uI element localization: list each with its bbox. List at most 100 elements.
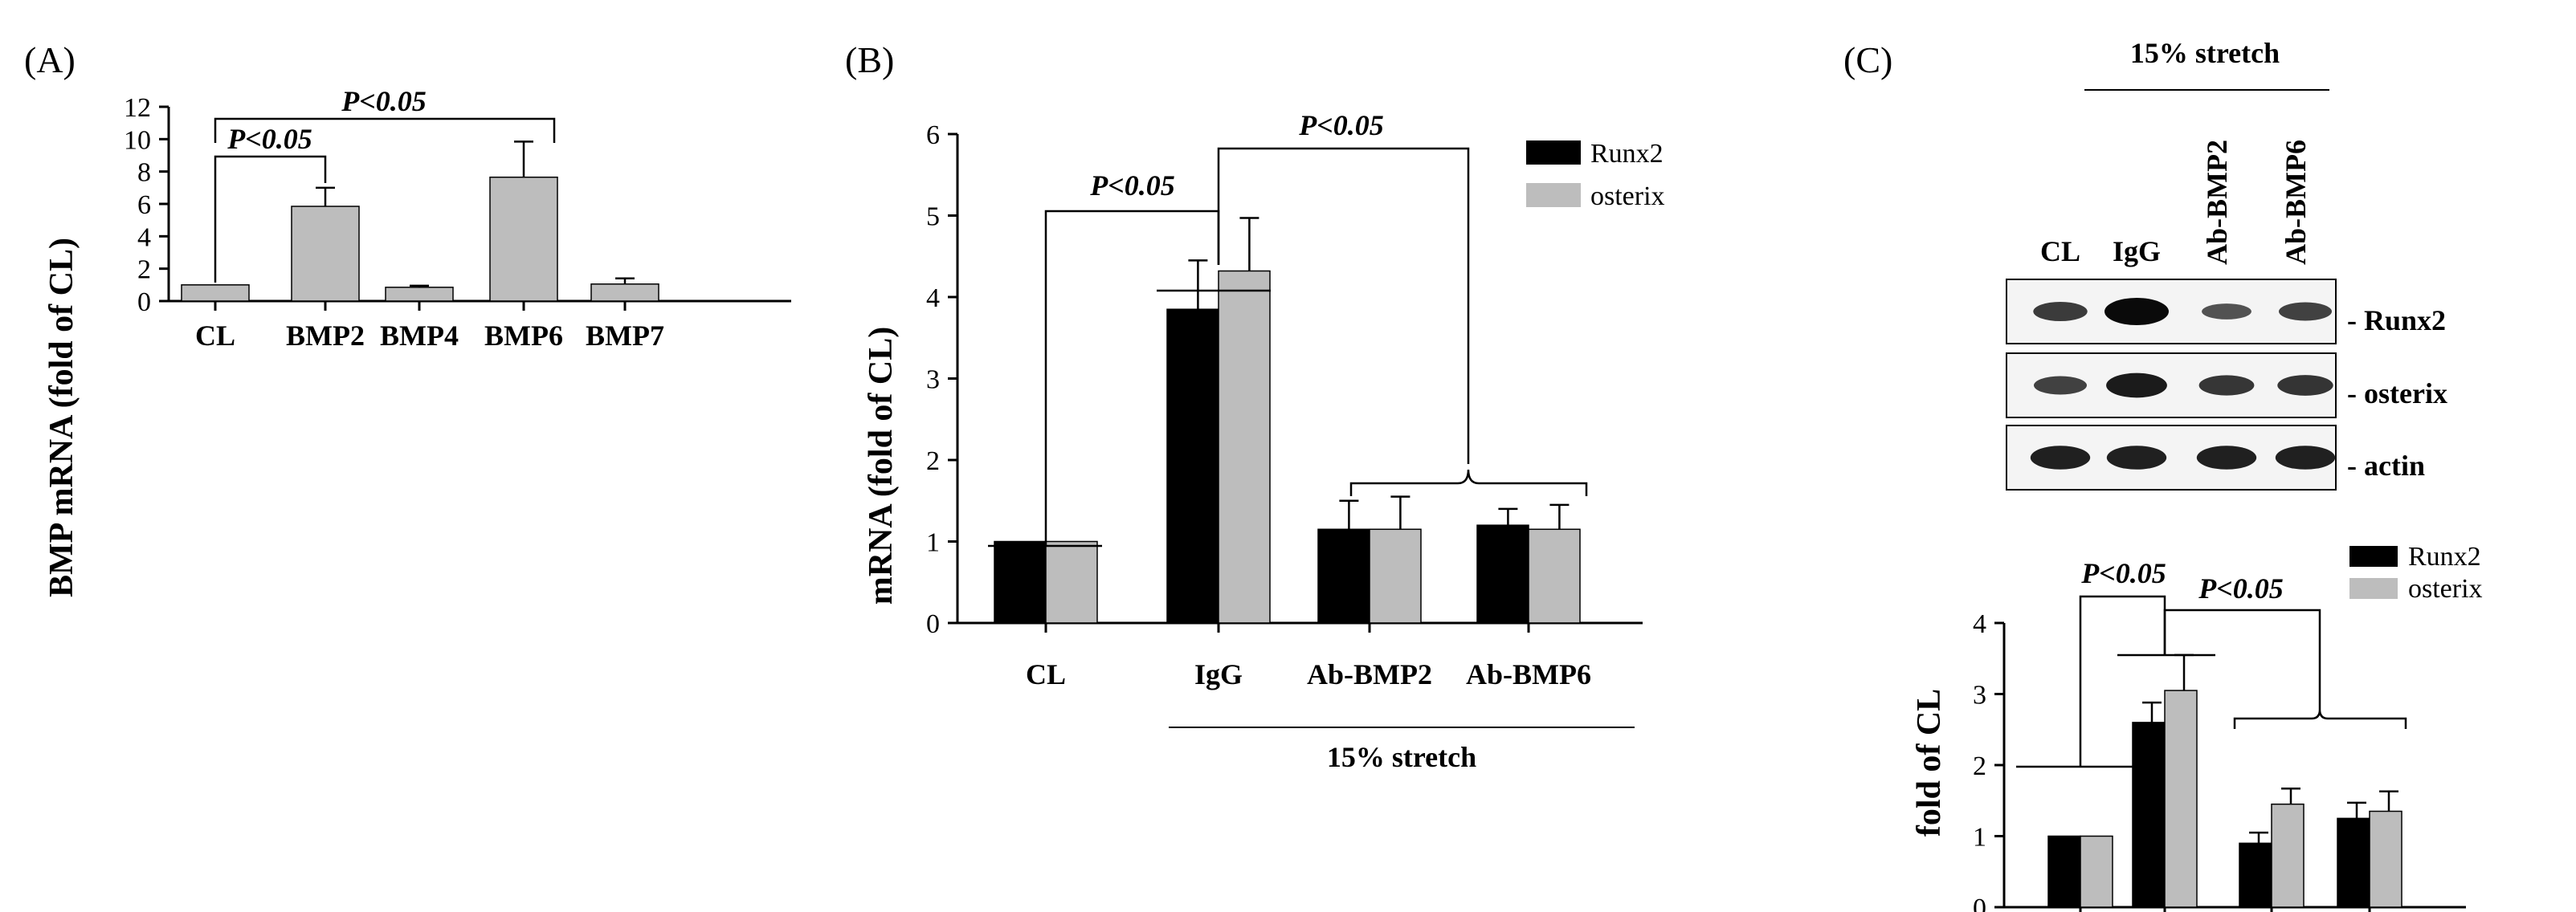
y-tick-label: 1: [926, 528, 940, 558]
y-tick-label: 8: [137, 158, 151, 188]
y-tick-label: 0: [1973, 894, 1986, 912]
panel-b-ylabel: mRNA (fold of CL): [863, 327, 900, 605]
bar: [2369, 810, 2402, 908]
legend-c-runx2-label: Runx2: [2408, 542, 2481, 572]
panel-a-ylabel: BMP mRNA (fold of CL): [43, 238, 80, 597]
western-blot: [2006, 279, 2337, 491]
bar: [1476, 524, 1529, 624]
blot-lane-cl: CL: [2040, 235, 2080, 267]
legend-c-osterix-swatch: [2349, 578, 2398, 599]
significance-bracket: [214, 155, 327, 283]
x-tick-label: BMP6: [484, 320, 563, 352]
x-tick-label: BMP2: [286, 320, 365, 352]
blot-row-actin-label: - actin: [2347, 450, 2425, 482]
y-tick-label: 3: [1973, 681, 1986, 710]
blot-header: 15% stretch: [2130, 37, 2280, 69]
legend-b-osterix-label: osterix: [1590, 181, 1665, 211]
blot-row-osterix-label: - osterix: [2347, 377, 2447, 409]
y-tick-label: 0: [137, 287, 151, 317]
legend-b-runx2-label: Runx2: [1590, 139, 1664, 169]
bar: [2239, 842, 2272, 908]
x-tick-label: BMP7: [586, 320, 664, 352]
y-tick-label: 4: [137, 222, 151, 252]
y-tick-label: 2: [137, 255, 151, 285]
legend-c-osterix-label: osterix: [2408, 574, 2483, 604]
blot-band: [2104, 298, 2169, 325]
x-tick-label: Ab-BMP2: [1307, 658, 1432, 690]
y-tick-label: 12: [124, 93, 151, 123]
y-tick-label: 10: [124, 125, 151, 155]
blot-band: [2198, 375, 2255, 396]
bar: [1166, 308, 1219, 624]
significance-label: P<0.05: [2080, 557, 2166, 589]
blot-band: [2279, 302, 2332, 321]
blot-band: [2202, 303, 2251, 320]
bar: [590, 283, 659, 302]
bar: [489, 176, 558, 302]
bar: [2080, 835, 2113, 908]
significance-bracket: [2163, 609, 2321, 710]
panel-c-label: (C): [1843, 39, 1892, 80]
bar: [385, 287, 454, 302]
blot-row-runx2-label: - Runx2: [2347, 304, 2446, 336]
significance-bracket: [214, 117, 556, 143]
significance-label: P<0.05: [2198, 572, 2284, 605]
y-tick-label: 5: [926, 202, 940, 232]
x-tick-label: CL: [1026, 658, 1066, 690]
y-tick-label: 4: [926, 283, 940, 313]
bar: [181, 284, 250, 302]
panel-c-ylabel: fold of CL: [1911, 689, 1948, 837]
x-tick-label: IgG: [1194, 658, 1243, 690]
bar: [291, 206, 360, 302]
legend-b-runx2-swatch: [1526, 140, 1581, 165]
bar: [994, 540, 1047, 624]
bar: [2164, 690, 2198, 908]
y-tick-label: 2: [926, 446, 940, 476]
panel-b-chart: 0 1 2 3 4 5 6 CL IgG Ab-BMP2 Ab-BMP6 P<0.05 P<0.05: [926, 109, 1643, 690]
blot-lane-ab-bmp2: Ab-BMP2: [2201, 140, 2233, 265]
significance-label: P<0.05: [227, 123, 312, 155]
significance-bracket: [1217, 147, 1470, 464]
bar: [1317, 528, 1370, 624]
x-tick-label: Ab-BMP6: [1466, 658, 1591, 690]
bar: [1045, 540, 1098, 624]
significance-label: P<0.05: [1298, 109, 1384, 141]
group-brace: [1349, 469, 1588, 496]
blot-band: [2034, 376, 2087, 395]
x-tick-label: CL: [195, 320, 235, 352]
bar: [1528, 528, 1581, 624]
bar: [2047, 835, 2081, 908]
panel-b-label: (B): [845, 39, 894, 80]
x-tick-label: BMP4: [380, 320, 459, 352]
bar: [2271, 803, 2305, 908]
blot-band: [2106, 446, 2167, 470]
bar: [1369, 528, 1422, 624]
y-tick-label: 0: [926, 609, 940, 639]
bar: [2132, 722, 2166, 908]
y-tick-label: 4: [1973, 609, 1986, 639]
panel-a-label: (A): [24, 39, 76, 80]
y-tick-label: 2: [1973, 751, 1986, 781]
blot-band: [2277, 375, 2333, 396]
y-tick-label: 1: [1973, 823, 1986, 853]
blot-band: [2030, 446, 2091, 470]
y-tick-label: 6: [926, 120, 940, 150]
panel-c-chart: 0 1 2 3 4 P<0.05 P<0.05: [1973, 557, 2466, 912]
blot-band: [2033, 301, 2088, 322]
blot-lane-ab-bmp6: Ab-BMP6: [2280, 140, 2312, 265]
significance-label: P<0.05: [341, 85, 427, 117]
blot-band: [2106, 373, 2167, 398]
bar: [1218, 270, 1271, 624]
blot-band: [2275, 446, 2336, 470]
panel-b-group-label: 15% stretch: [1327, 741, 1476, 773]
legend-b-osterix-swatch: [1526, 183, 1581, 207]
bar: [2337, 817, 2370, 908]
significance-label: P<0.05: [1089, 169, 1175, 202]
legend-c-runx2-swatch: [2349, 546, 2398, 567]
blot-lane-igg: IgG: [2113, 235, 2161, 267]
blot-band: [2196, 446, 2257, 470]
y-tick-label: 3: [926, 365, 940, 395]
y-tick-label: 6: [137, 190, 151, 220]
